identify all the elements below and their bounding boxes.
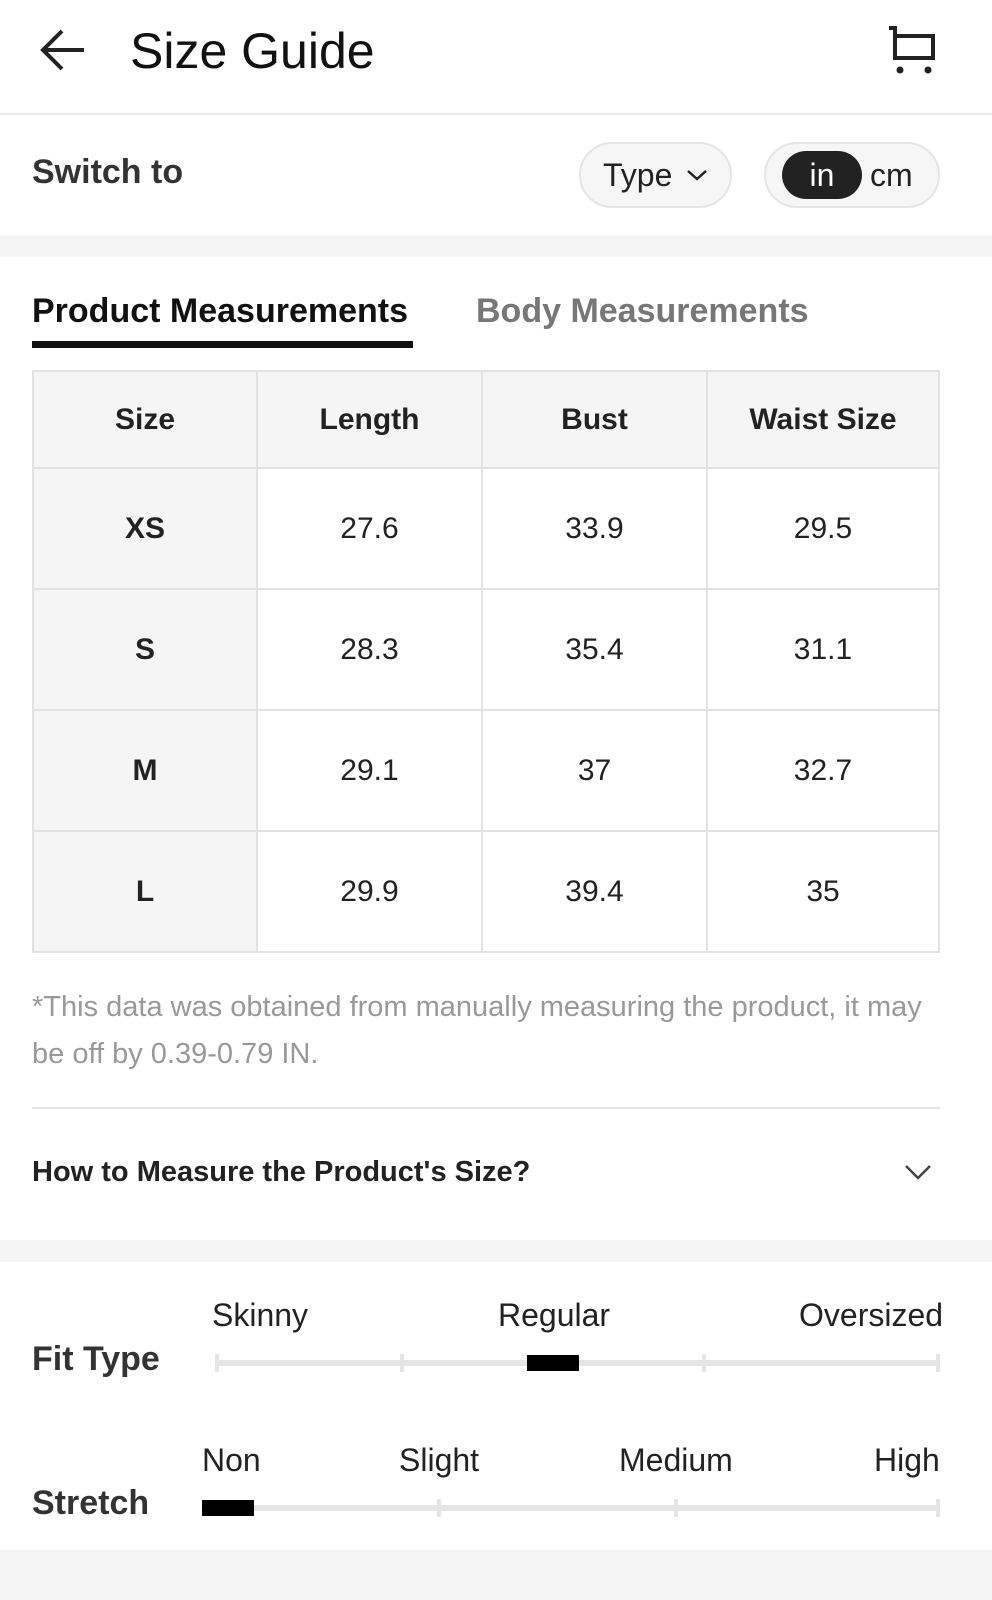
- table-cell: 35: [706, 830, 940, 953]
- table-cell: 33.9: [481, 467, 708, 590]
- fit-type-label: Fit Type: [32, 1340, 160, 1378]
- fit-option-regular: Regular: [498, 1297, 611, 1333]
- table-cell: 29.5: [706, 467, 940, 590]
- table-cell: 28.3: [256, 588, 483, 711]
- switch-label: Switch to: [32, 153, 184, 191]
- size-table: Size Length Bust Waist Size XS 27.6 33.9 29…: [32, 370, 940, 953]
- column-header: Size: [32, 370, 258, 469]
- stretch-option-medium: Medium: [619, 1442, 733, 1478]
- stretch-option-slight: Slight: [399, 1442, 480, 1478]
- tab-body-measurements[interactable]: Body Measurements: [476, 292, 809, 330]
- active-tab-indicator: [32, 341, 413, 348]
- chevron-down-icon: [905, 1165, 931, 1180]
- tab-product-measurements[interactable]: Product Measurements: [32, 292, 408, 330]
- table-row: L 29.9 39.4 35: [32, 830, 940, 953]
- column-header: Bust: [481, 370, 708, 469]
- table-cell: 37: [481, 709, 708, 832]
- arrow-left-icon[interactable]: [40, 28, 86, 72]
- table-cell: 35.4: [481, 588, 708, 711]
- table-cell: 32.7: [706, 709, 940, 832]
- unit-cm[interactable]: cm: [870, 156, 913, 193]
- table-row: M 29.1 37 32.7: [32, 709, 940, 832]
- table-row: XS 27.6 33.9 29.5: [32, 467, 940, 590]
- fit-option-skinny: Skinny: [212, 1297, 309, 1333]
- page-title: Size Guide: [130, 23, 375, 79]
- table-cell: 29.9: [256, 830, 483, 953]
- fit-type-scale: [215, 1354, 940, 1372]
- header: Size Guide: [0, 0, 992, 115]
- table-cell: 29.1: [256, 709, 483, 832]
- cart-icon[interactable]: [886, 24, 940, 76]
- divider-band: [0, 235, 992, 257]
- table-header-row: Size Length Bust Waist Size: [32, 370, 940, 469]
- size-cell: M: [32, 709, 258, 832]
- divider-band: [0, 1240, 992, 1262]
- table-row: S 28.3 35.4 31.1: [32, 588, 940, 711]
- stretch-option-non: Non: [202, 1442, 261, 1478]
- fit-option-oversized: Oversized: [799, 1297, 944, 1333]
- how-to-measure-accordion[interactable]: How to Measure the Product's Size?: [32, 1130, 940, 1214]
- chevron-down-icon: [687, 170, 708, 181]
- size-cell: L: [32, 830, 258, 953]
- divider-band: [0, 1550, 992, 1600]
- accordion-label: How to Measure the Product's Size?: [32, 1155, 531, 1188]
- divider: [32, 1107, 940, 1109]
- size-cell: XS: [32, 467, 258, 590]
- stretch-label: Stretch: [32, 1484, 150, 1522]
- table-cell: 27.6: [256, 467, 483, 590]
- fit-type-indicator: [527, 1355, 579, 1371]
- measurement-note: *This data was obtained from manually me…: [32, 991, 922, 1070]
- stretch-option-high: High: [874, 1442, 940, 1478]
- size-cell: S: [32, 588, 258, 711]
- unit-in[interactable]: in: [782, 151, 862, 199]
- table-cell: 31.1: [706, 588, 940, 711]
- column-header: Length: [256, 370, 483, 469]
- table-cell: 39.4: [481, 830, 708, 953]
- stretch-scale: [202, 1499, 940, 1517]
- unit-toggle: in cm: [764, 142, 940, 208]
- column-header: Waist Size: [706, 370, 940, 469]
- type-dropdown[interactable]: Type: [579, 142, 732, 208]
- type-label: Type: [603, 156, 673, 193]
- stretch-indicator: [202, 1500, 254, 1516]
